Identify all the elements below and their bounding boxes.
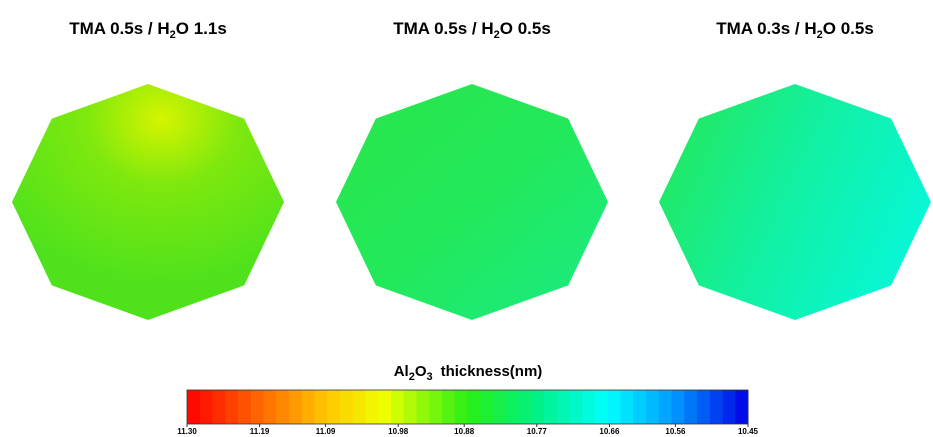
- colorbar-cell: [442, 390, 456, 424]
- tick-label: 10.98: [388, 427, 409, 436]
- colorbar-cell: [391, 390, 405, 424]
- colorbar-cell: [658, 390, 672, 424]
- colorbar-cell: [531, 390, 545, 424]
- colorbar-cell: [314, 390, 328, 424]
- tick-label: 11.30: [177, 427, 197, 436]
- title-text: O 1.1s: [176, 19, 227, 38]
- colorbar-cell: [607, 390, 621, 424]
- tick-label: 10.66: [599, 427, 620, 436]
- colorbar-cell: [505, 390, 519, 424]
- colorbar-cell: [684, 390, 698, 424]
- panel-title: TMA 0.5s / H2O 1.1s: [69, 19, 227, 41]
- colorbar-cell: [671, 390, 685, 424]
- title-sub: 2: [494, 29, 500, 41]
- maps: [12, 84, 931, 320]
- colorbar-cell: [225, 390, 239, 424]
- colorbar-cell: [556, 390, 570, 424]
- colorbar-cell: [187, 390, 201, 424]
- tick-label: 10.56: [665, 427, 686, 436]
- title-text: TMA 0.5s / H: [393, 19, 493, 38]
- titles: TMA 0.5s / H2O 1.1s TMA 0.5s / H2O 0.5s TM…: [69, 19, 874, 41]
- colorbar-cell: [467, 390, 481, 424]
- tick-label: 11.19: [250, 427, 270, 436]
- colorbar: 11.30 11.19 11.09 10.98 10.88 10.77 10.66 10.56…: [177, 389, 759, 436]
- colorbar-cell: [595, 390, 609, 424]
- colorbar-cell: [697, 390, 711, 424]
- colorbar-cell: [403, 390, 417, 424]
- thickness-map: [12, 84, 284, 320]
- colorbar-cell: [735, 390, 749, 424]
- colorbar-cell: [250, 390, 264, 424]
- colorbar-frame: [186, 389, 749, 425]
- tick-label: 10.88: [454, 427, 475, 436]
- colorbar-label: Al2O3 thickness(nm): [394, 363, 543, 383]
- colorbar-cell: [480, 390, 494, 424]
- colorbar-cell: [238, 390, 252, 424]
- colorbar-cell: [365, 390, 379, 424]
- colorbar-cell: [429, 390, 443, 424]
- colorbar-cell: [340, 390, 354, 424]
- panel-title: TMA 0.3s / H2O 0.5s: [716, 19, 874, 41]
- colorbar-cell: [582, 390, 596, 424]
- colorbar-cell: [199, 390, 213, 424]
- tick-label: 11.09: [316, 427, 336, 436]
- thickness-map: [336, 84, 608, 320]
- title-text: O 0.5s: [823, 19, 874, 38]
- colorbar-cell: [276, 390, 290, 424]
- colorbar-cell: [722, 390, 736, 424]
- colorbar-cell: [416, 390, 430, 424]
- title-sub: 2: [170, 29, 176, 41]
- colorbar-cell: [569, 390, 583, 424]
- thickness-map: [659, 84, 931, 320]
- colorbar-cell: [352, 390, 366, 424]
- colorbar-cell: [327, 390, 341, 424]
- title-text: TMA 0.3s / H: [716, 19, 816, 38]
- tick-label: 10.77: [527, 427, 548, 436]
- colorbar-cell: [633, 390, 647, 424]
- colorbar-cell: [544, 390, 558, 424]
- panel-title: TMA 0.5s / H2O 0.5s: [393, 19, 551, 41]
- colorbar-cell: [263, 390, 277, 424]
- colorbar-cell: [493, 390, 507, 424]
- colorbar-cell: [454, 390, 468, 424]
- colorbar-cell: [378, 390, 392, 424]
- title-text: O 0.5s: [500, 19, 551, 38]
- colorbar-cell: [709, 390, 723, 424]
- tick-label: 10.45: [738, 427, 759, 436]
- title-text: TMA 0.5s / H: [69, 19, 169, 38]
- colorbar-cell: [301, 390, 315, 424]
- colorbar-cell: [518, 390, 532, 424]
- colorbar-cell: [289, 390, 303, 424]
- colorbar-cell: [646, 390, 660, 424]
- title-sub: 2: [817, 29, 823, 41]
- colorbar-cell: [620, 390, 634, 424]
- colorbar-cell: [212, 390, 226, 424]
